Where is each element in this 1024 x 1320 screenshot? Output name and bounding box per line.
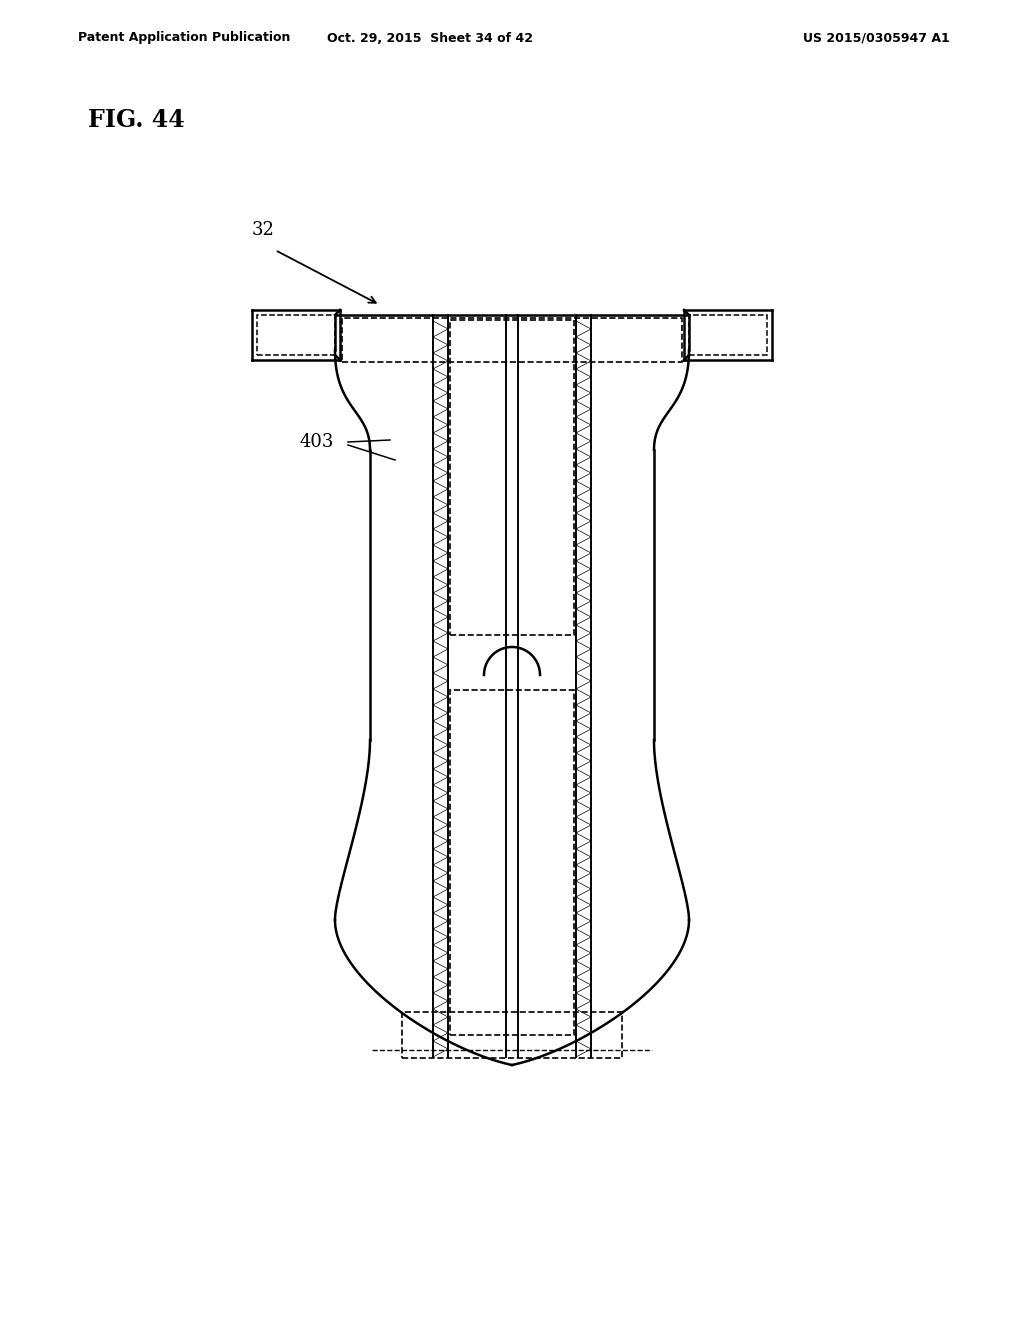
Text: FIG. 44: FIG. 44: [88, 108, 184, 132]
Bar: [402, 1012, 622, 1059]
Text: 403: 403: [300, 433, 335, 451]
Bar: [342, 318, 682, 362]
Bar: [450, 690, 574, 1035]
Text: Patent Application Publication: Patent Application Publication: [78, 32, 291, 45]
Bar: [689, 315, 767, 355]
Text: 32: 32: [252, 220, 274, 239]
Bar: [450, 319, 574, 635]
Text: Oct. 29, 2015  Sheet 34 of 42: Oct. 29, 2015 Sheet 34 of 42: [327, 32, 534, 45]
Text: US 2015/0305947 A1: US 2015/0305947 A1: [803, 32, 950, 45]
Bar: [257, 315, 335, 355]
